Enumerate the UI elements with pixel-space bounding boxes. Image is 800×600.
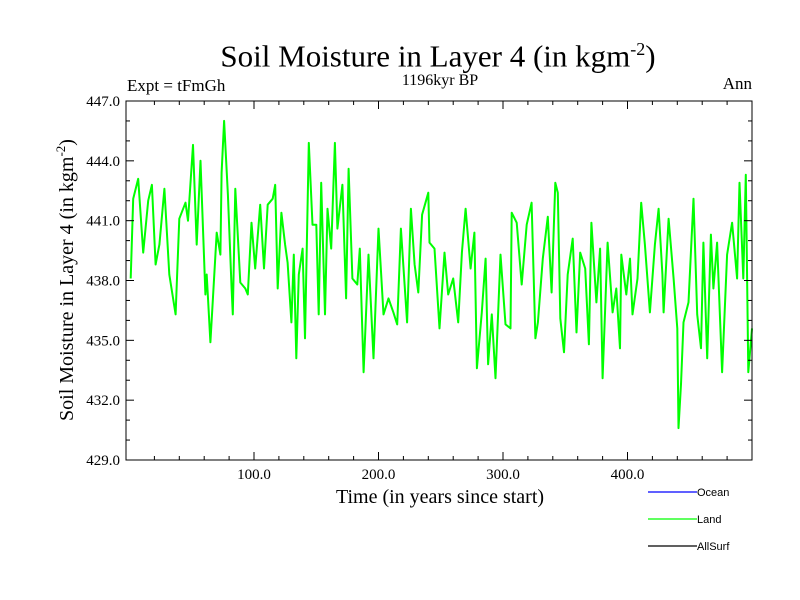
legend-label-allsurf: AllSurf (697, 541, 730, 553)
y-tick-label: 444.0 (86, 154, 120, 170)
y-tick-label: 441.0 (86, 214, 120, 230)
y-tick-label: 432.0 (86, 393, 120, 409)
y-tick-label: 435.0 (86, 333, 120, 349)
y-tick-label: 447.0 (86, 94, 120, 110)
experiment-label: Expt = tFmGh (127, 76, 226, 95)
title-close: ) (645, 38, 656, 74)
season-label: Ann (722, 74, 752, 93)
legend-label-ocean: Ocean (697, 487, 729, 499)
chart-subtitle: 1196kyr BP (401, 72, 479, 89)
y-tick-label: 429.0 (86, 453, 120, 469)
x-tick-label: 400.0 (611, 467, 645, 483)
x-axis-label: Time (in years since start) (335, 486, 545, 508)
legend-label-land: Land (697, 514, 721, 526)
title-text: Soil Moisture in Layer 4 (in kgm (220, 38, 631, 74)
x-tick-label: 300.0 (486, 467, 520, 483)
series-line-land (129, 119, 753, 430)
chart-title: Soil Moisture in Layer 4 (in kgm-2) (220, 32, 655, 73)
x-tick-label: 200.0 (362, 467, 396, 483)
y-tick-label: 438.0 (86, 274, 120, 290)
title-superscript: -2 (630, 39, 646, 59)
plot-frame (125, 100, 753, 461)
x-tick-label: 100.0 (237, 467, 271, 483)
